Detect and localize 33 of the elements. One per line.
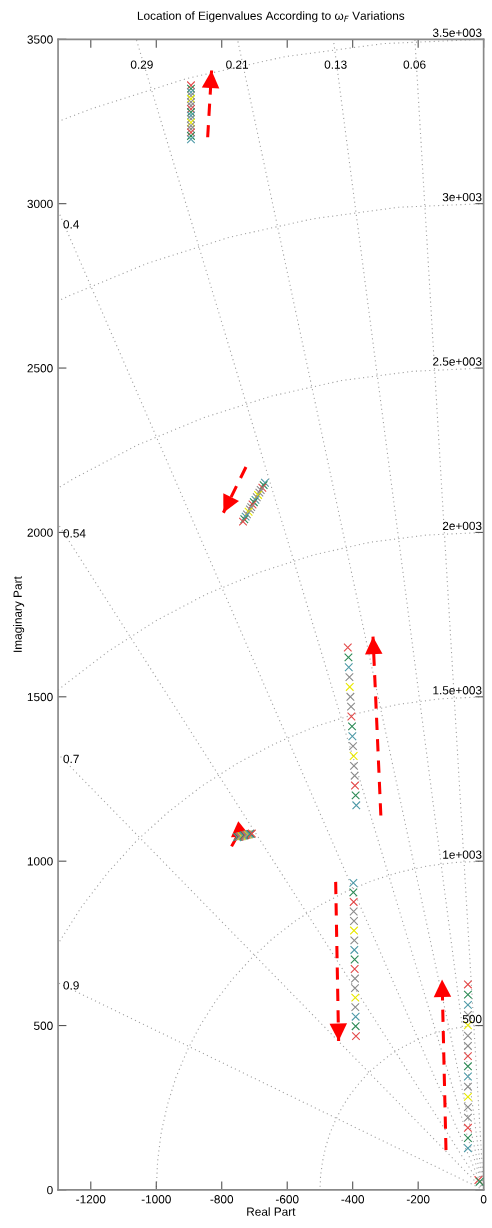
chart-title: Location of Eigenvalues According to ω$_{F}$ Variations: [137, 11, 405, 23]
y-tick-label: 2000: [27, 528, 53, 537]
y-tick-label: 1500: [27, 692, 53, 702]
x-tick-label: -1200: [76, 1195, 106, 1204]
annotation: 0.06: [403, 60, 426, 69]
annotation: 1.5e+003: [433, 686, 482, 695]
y-tick-label: 2500: [27, 364, 53, 373]
annotation: 2e+003: [442, 521, 482, 531]
y-tick-label: 1000: [27, 857, 53, 866]
x-tick-label: -800: [210, 1195, 234, 1204]
x-tick-label: -600: [275, 1195, 299, 1204]
x-tick-label: -200: [406, 1195, 430, 1204]
annotation: 0.9: [63, 981, 79, 990]
annotation: 0.21: [226, 60, 249, 69]
annotation: 0.54: [63, 529, 86, 538]
x-tick-label: 0: [480, 1195, 487, 1204]
annotation: 500: [462, 1014, 482, 1024]
y-tick-label: 3500: [27, 35, 53, 44]
annotation: 3e+003: [442, 192, 482, 202]
y-tick-label: 3000: [27, 199, 53, 209]
annotation: 2.5e+003: [433, 357, 482, 366]
x-axis-title: Real Part: [247, 1207, 296, 1216]
annotation: 0.7: [63, 754, 79, 764]
x-tick-label: -400: [341, 1195, 365, 1204]
y-tick-label: 500: [33, 1021, 53, 1030]
y-axis-title: Imaginary Part: [13, 576, 25, 652]
annotation: 0.4: [63, 220, 80, 229]
y-tick-label: 0: [47, 1185, 53, 1195]
annotation: 1e+003: [443, 850, 482, 859]
annotation: 3.5e+003: [432, 28, 482, 37]
annotation: 0.13: [324, 60, 347, 69]
x-tick-label: -1000: [141, 1195, 171, 1204]
annotation: 0.29: [130, 60, 153, 69]
